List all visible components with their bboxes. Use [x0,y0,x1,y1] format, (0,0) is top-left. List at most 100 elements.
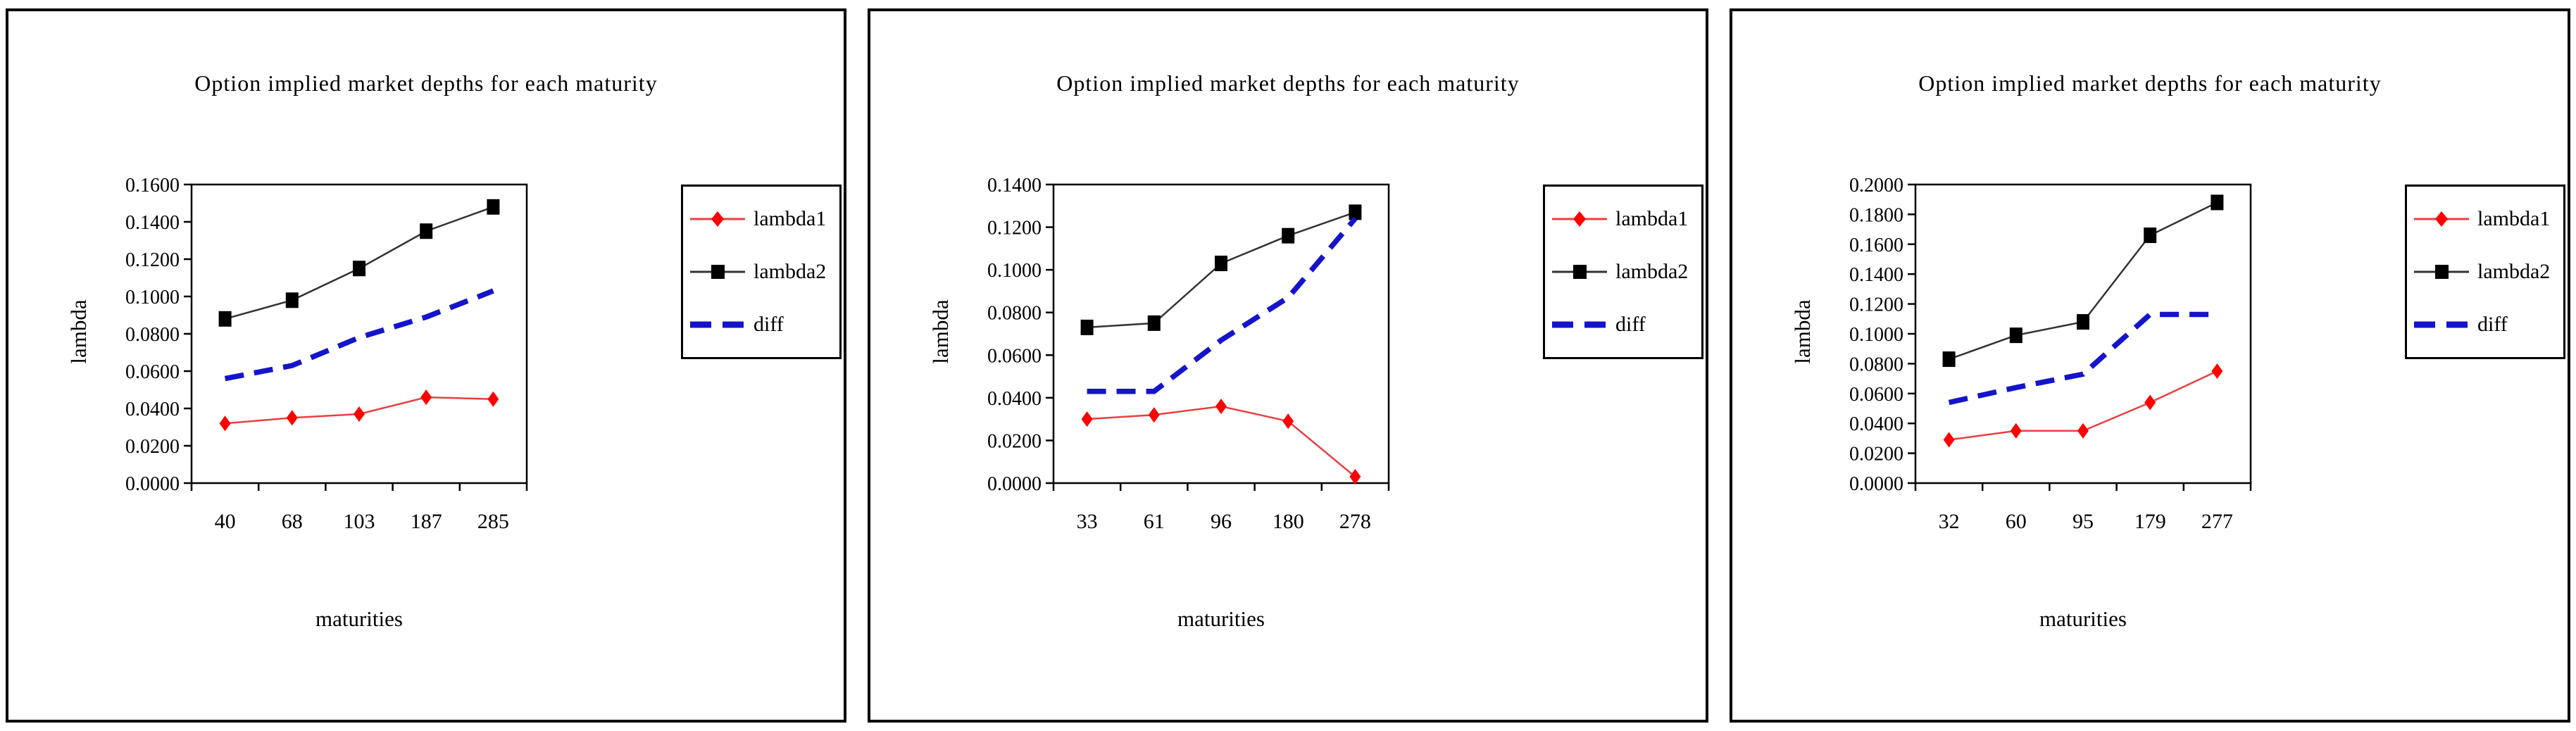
y-tick-label: 0.0200 [987,430,1042,452]
y-tick-label: 0.1200 [1849,294,1903,316]
marker-square-lambda2 [1942,351,1956,368]
marker-diamond-lambda1 [1282,413,1294,430]
y-tick-label: 0.1200 [987,218,1042,239]
legend-item-diff: diff [2413,313,2561,337]
marker-diamond-lambda1 [2077,423,2089,439]
marker-diamond-lambda1 [2010,423,2022,439]
marker-square-lambda2 [487,199,500,215]
y-tick-label: 0.1200 [125,249,180,271]
x-tick-label: 180 [1273,510,1304,533]
plot-area: 0.0000 0.0200 0.0400 0.0600 0.0800 0.1000 0.12… [1849,175,2252,533]
y-tick-label: 0.0200 [1849,444,1903,466]
legend: lambda1 lambda2 diff [2405,185,2565,359]
diff-dashed-line-icon [2414,321,2469,328]
legend-label: lambda2 [754,259,827,283]
y-axis-title: lambda [1790,299,1815,364]
marker-diamond-lambda1 [1943,432,1955,448]
marker-diamond-lambda1 [354,406,365,422]
series-line-diff [1087,217,1358,394]
legend-item-lambda2: lambda2 [689,260,837,284]
legend-item-lambda1: lambda1 [2413,207,2561,231]
y-tick-label: 0.0000 [987,473,1042,495]
lambda2-line-square-icon [1552,264,1607,279]
marker-square-lambda2 [2009,327,2022,344]
marker-square-lambda2 [1215,256,1227,272]
y-tick-label: 0.1000 [125,287,180,308]
y-axis-title: lambda [928,299,953,364]
marker-square-lambda2 [2077,314,2089,330]
y-tick-label: 0.0800 [1849,354,1903,375]
y-tick-label: 0.0400 [125,399,180,420]
x-tick-label: 60 [2006,510,2027,533]
y-tick-label: 0.0600 [987,345,1042,367]
y-tick-label: 0.0600 [1849,384,1903,406]
y-tick-label: 0.0000 [125,473,180,495]
x-tick-label: 179 [2134,510,2166,533]
y-tick-label: 0.1600 [125,175,180,196]
legend-item-lambda2: lambda2 [2413,260,2561,284]
chart-panel-2: Option implied market depths for each ma… [868,8,1708,723]
series-line-lambda1 [1087,405,1356,477]
y-tick-label: 0.0600 [125,361,180,383]
x-tick-label: 32 [1939,510,1960,533]
diff-dashed-line-icon [690,321,745,328]
x-tick-label: 61 [1144,510,1165,533]
marker-square-lambda2 [1080,319,1094,335]
y-tick-label: 0.1000 [987,260,1042,282]
marker-square-lambda2 [285,292,299,308]
y-tick-label: 0.0200 [125,436,180,458]
marker-diamond-lambda1 [286,410,298,426]
chart-title: Option implied market depths for each ma… [1056,70,1520,96]
lambda2-line-square-icon [690,264,745,279]
marker-diamond-lambda1 [1349,468,1361,485]
plot-border [1052,183,1390,485]
legend-label: lambda2 [1615,259,1689,283]
marker-square-lambda2 [420,223,433,239]
x-tick-label: 95 [2072,510,2094,533]
x-axis-title: maturities [1177,606,1265,631]
x-tick-label: 278 [1339,510,1371,533]
lambda1-line-diamond-icon [1552,211,1607,227]
chart-panel-3: Option implied market depths for each ma… [1730,8,2570,723]
marker-square-lambda2 [2211,194,2224,211]
y-tick-label: 0.0800 [125,324,180,346]
y-tick-label: 0.1400 [1849,264,1903,286]
y-tick-label: 0.1000 [1849,324,1903,346]
x-tick-label: 33 [1077,510,1098,533]
y-tick-label: 0.0800 [987,303,1042,325]
marker-diamond-lambda1 [2144,394,2156,411]
x-tick-label: 96 [1211,510,1232,533]
x-tick-label: 103 [344,510,375,533]
legend: lambda1 lambda2 diff [681,185,842,359]
legend-item-lambda2: lambda2 [1551,260,1699,284]
plot-area: 0.0000 0.0200 0.0400 0.0600 0.0800 0.1000 0.12… [987,175,1390,533]
legend-label: lambda1 [1615,206,1689,230]
x-axis-title: maturities [2039,606,2127,631]
plot-area: 0.0000 0.0200 0.0400 0.0600 0.0800 0.1000 0.12… [125,175,528,533]
marker-square-lambda2 [1349,204,1362,220]
marker-diamond-lambda1 [487,391,499,407]
lambda1-line-diamond-icon [2414,211,2469,227]
marker-square-lambda2 [1147,315,1161,331]
chart-title: Option implied market depths for each ma… [194,70,658,96]
marker-square-lambda2 [218,311,232,327]
legend-label: lambda2 [2477,259,2551,283]
x-tick-label: 68 [282,510,303,533]
marker-diamond-lambda1 [2211,363,2223,379]
legend-label: lambda1 [754,206,827,230]
y-tick-label: 0.1400 [125,212,180,234]
y-tick-label: 0.1600 [1849,235,1903,256]
lambda2-line-square-icon [2414,264,2469,279]
x-tick-label: 187 [411,510,442,533]
x-tick-label: 285 [477,510,509,533]
x-tick-label: 40 [215,510,236,533]
legend-label: diff [2477,313,2508,337]
legend-item-lambda1: lambda1 [1551,207,1699,231]
marker-diamond-lambda1 [1148,407,1160,423]
marker-diamond-lambda1 [1081,411,1093,427]
x-tick-label: 277 [2201,510,2233,533]
legend-item-diff: diff [1551,313,1699,337]
y-tick-label: 0.2000 [1849,175,1903,196]
y-tick-label: 0.1400 [987,175,1042,196]
plot-border [190,183,528,485]
